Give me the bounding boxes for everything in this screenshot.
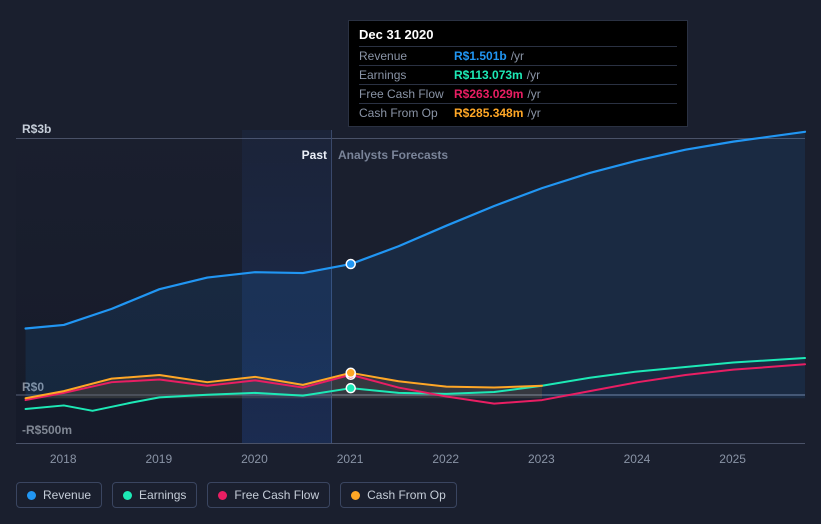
tooltip-row-value: R$263.029m: [454, 87, 523, 101]
legend-dot-icon: [27, 491, 36, 500]
x-tick-label: 2025: [719, 452, 746, 466]
tooltip-row: Free Cash FlowR$263.029m/yr: [359, 84, 677, 103]
tooltip-row-label: Earnings: [359, 68, 454, 82]
tooltip-row-unit: /yr: [527, 68, 540, 82]
x-tick-label: 2024: [624, 452, 651, 466]
tooltip-row-label: Cash From Op: [359, 106, 454, 120]
x-tick-label: 2022: [432, 452, 459, 466]
tooltip-row-value: R$285.348m: [454, 106, 523, 120]
legend-dot-icon: [123, 491, 132, 500]
legend-label: Earnings: [139, 488, 186, 502]
tooltip-row-value: R$113.073m: [454, 68, 523, 82]
marker-earnings: [346, 384, 355, 393]
legend-item-revenue[interactable]: Revenue: [16, 482, 102, 508]
legend-dot-icon: [218, 491, 227, 500]
marker-revenue: [346, 260, 355, 269]
tooltip-row: EarningsR$113.073m/yr: [359, 65, 677, 84]
x-tick-label: 2018: [50, 452, 77, 466]
tooltip-row-value: R$1.501b: [454, 49, 507, 63]
legend-label: Cash From Op: [367, 488, 446, 502]
marker-cfo: [346, 368, 355, 377]
tooltip-title: Dec 31 2020: [359, 27, 677, 46]
legend-dot-icon: [351, 491, 360, 500]
x-tick-label: 2019: [145, 452, 172, 466]
tooltip: Dec 31 2020 RevenueR$1.501b/yrEarningsR$…: [348, 20, 688, 127]
series-area-revenue: [26, 132, 805, 398]
legend-item-fcf[interactable]: Free Cash Flow: [207, 482, 330, 508]
financial-chart: R$3b R$0 -R$500m Past Analysts Forecasts…: [16, 0, 805, 470]
plot-area[interactable]: [16, 130, 805, 443]
tooltip-row: RevenueR$1.501b/yr: [359, 46, 677, 65]
legend-label: Revenue: [43, 488, 91, 502]
tooltip-row: Cash From OpR$285.348m/yr: [359, 103, 677, 122]
tooltip-row-label: Free Cash Flow: [359, 87, 454, 101]
legend-item-earnings[interactable]: Earnings: [112, 482, 197, 508]
legend: Revenue Earnings Free Cash Flow Cash From O…: [16, 482, 457, 508]
tooltip-row-label: Revenue: [359, 49, 454, 63]
tooltip-row-unit: /yr: [527, 106, 540, 120]
tooltip-row-unit: /yr: [511, 49, 524, 63]
legend-item-cfo[interactable]: Cash From Op: [340, 482, 457, 508]
gridline-bottom: [16, 443, 805, 444]
legend-label: Free Cash Flow: [234, 488, 319, 502]
x-tick-label: 2021: [337, 452, 364, 466]
chart-lines: [16, 130, 805, 443]
tooltip-row-unit: /yr: [527, 87, 540, 101]
x-tick-label: 2020: [241, 452, 268, 466]
x-tick-label: 2023: [528, 452, 555, 466]
